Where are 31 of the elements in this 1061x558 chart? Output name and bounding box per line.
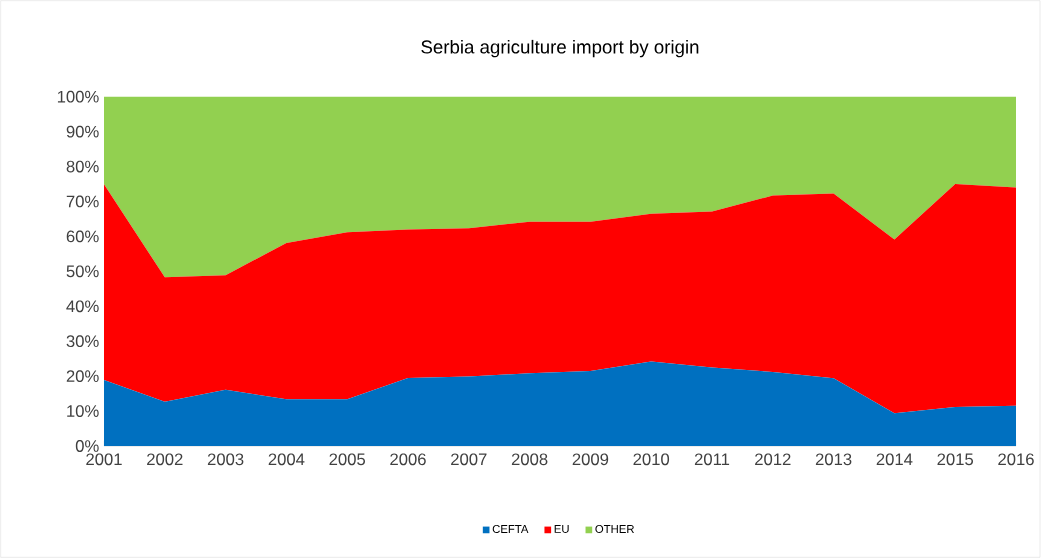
legend-label: EU [554,525,569,533]
x-tick-label: 2009 [572,453,609,466]
y-tick-label: 50% [66,265,99,278]
y-tick-label: 20% [66,370,99,383]
x-tick-label: 2006 [390,453,426,466]
y-tick-label: 70% [66,195,99,208]
y-tick-label: 80% [66,160,99,173]
x-tick-label: 2007 [451,453,487,466]
x-tick-label: 2015 [937,453,974,466]
x-tick-label: 2004 [268,453,305,466]
chart-title: Serbia agriculture import by origin [421,39,699,58]
y-tick-label: 90% [66,125,99,138]
legend-label: OTHER [595,524,634,533]
x-tick-label: 2005 [329,453,366,466]
legend-label: CEFTA [492,524,529,533]
x-tick-label: 2013 [815,453,852,466]
x-tick-label: 2003 [207,453,244,466]
y-tick-label: 100% [57,90,99,103]
x-tick-label: 2010 [633,453,670,466]
y-tick-label: 10% [67,405,99,417]
x-tick-label: 2014 [876,453,913,466]
y-tick-label: 0% [75,440,99,452]
x-tick-label: 2002 [147,453,183,466]
x-tick-label: 2008 [511,453,548,466]
y-tick-label: 40% [66,300,99,313]
y-tick-label: 60% [66,230,99,243]
x-tick-label: 2011 [694,453,730,466]
x-tick-label: 2001 [86,453,122,466]
x-tick-label: 2016 [998,453,1034,466]
y-tick-label: 30% [66,335,99,348]
x-tick-label: 2012 [755,453,791,466]
